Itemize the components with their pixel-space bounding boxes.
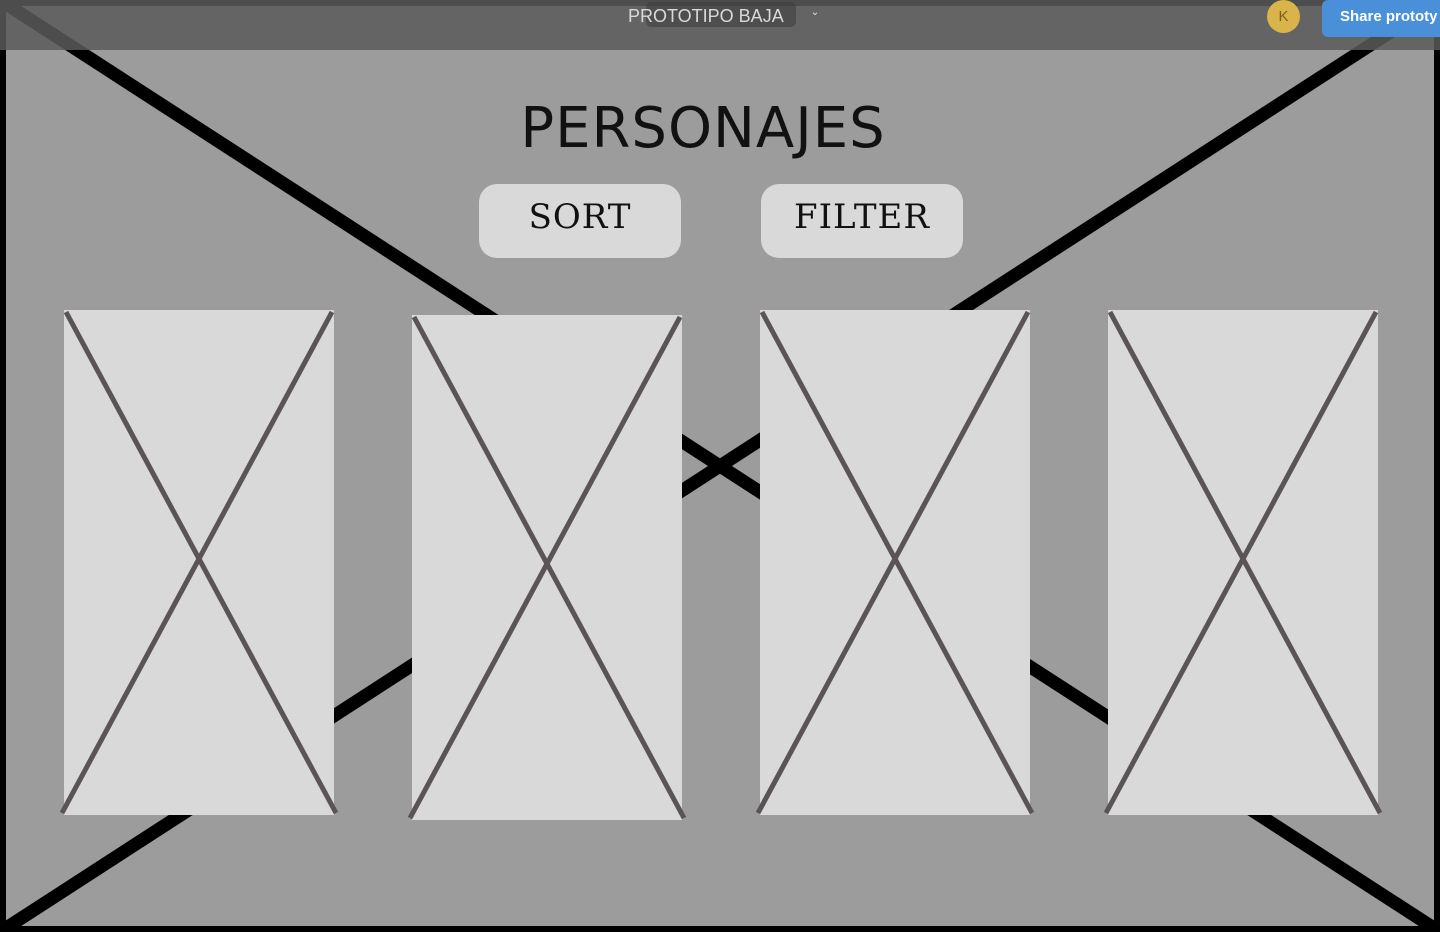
image-placeholder-icon bbox=[59, 310, 339, 815]
image-placeholder-icon bbox=[755, 310, 1035, 815]
prototype-title[interactable]: PROTOTIPO BAJA bbox=[628, 6, 784, 26]
title-tab[interactable] bbox=[646, 2, 796, 27]
sort-button[interactable]: SORT bbox=[479, 184, 681, 258]
chevron-down-icon[interactable]: ⌄ bbox=[810, 7, 820, 18]
share-prototype-button[interactable]: Share prototy bbox=[1322, 0, 1440, 37]
image-placeholder-icon bbox=[1103, 310, 1383, 815]
image-placeholder-icon bbox=[407, 315, 687, 820]
prototype-toolbar: PROTOTIPO BAJA ⌄ K Share prototy bbox=[0, 0, 1440, 50]
character-card[interactable] bbox=[1103, 310, 1383, 815]
character-card[interactable] bbox=[755, 310, 1035, 815]
user-avatar[interactable]: K bbox=[1267, 0, 1300, 33]
character-card[interactable] bbox=[407, 315, 687, 820]
filter-button[interactable]: FILTER bbox=[761, 184, 963, 258]
character-card[interactable] bbox=[59, 310, 339, 815]
page-title: PERSONAJES bbox=[520, 96, 886, 161]
